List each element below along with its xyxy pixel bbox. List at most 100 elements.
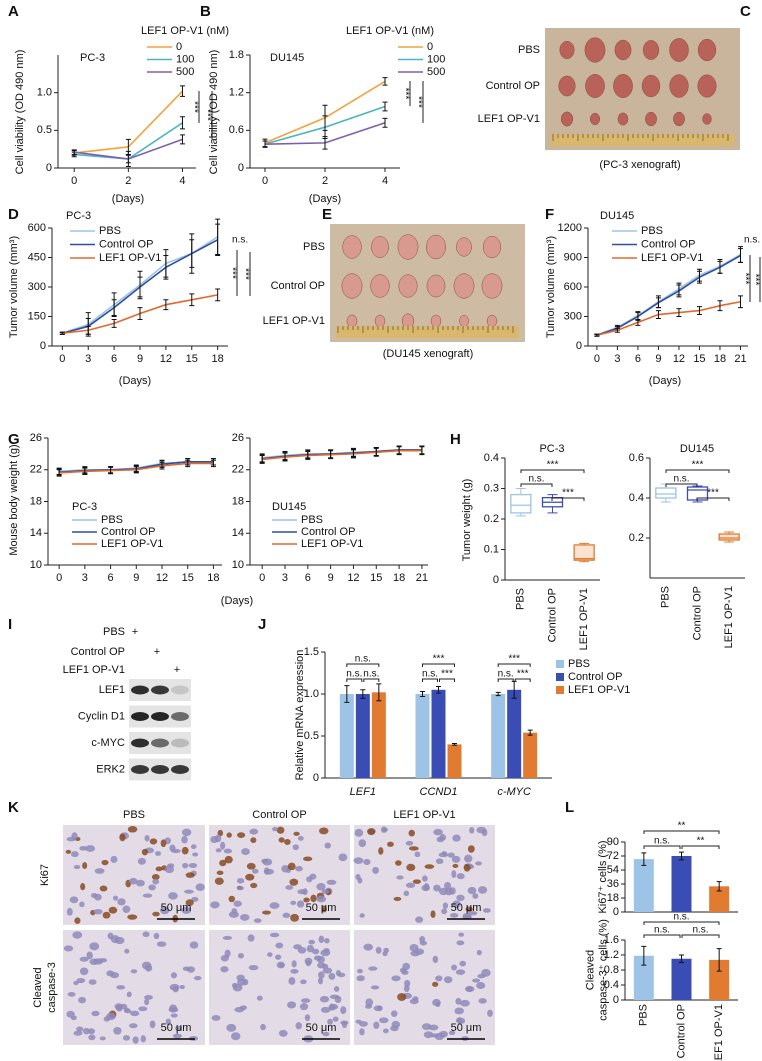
nucleus <box>220 966 229 973</box>
significance-bracket <box>681 845 720 849</box>
photo-caption: (PC-3 xenograft) <box>599 159 680 171</box>
tumor <box>426 234 446 260</box>
error-bar <box>133 466 139 474</box>
significance-bracket <box>551 497 585 501</box>
nucleus <box>297 836 304 841</box>
nucleus <box>172 985 179 993</box>
box <box>573 544 595 561</box>
nucleus <box>359 1021 368 1027</box>
nucleus <box>452 900 461 908</box>
nucleus <box>188 862 198 869</box>
chart-label: DU145 <box>272 501 306 513</box>
x-tick-label: PBS <box>638 1004 650 1026</box>
legend-label: LEF1 OP-V1 <box>568 684 630 696</box>
nucleus <box>363 858 371 866</box>
nucleus <box>363 943 373 951</box>
nucleus <box>189 941 199 949</box>
nucleus <box>250 837 257 844</box>
nucleus <box>65 849 72 854</box>
y-tick-label: 0.3 <box>484 482 499 494</box>
nucleus <box>260 1023 266 1031</box>
nucleus <box>217 829 224 837</box>
nucleus <box>403 890 410 897</box>
legend-label: Control OP <box>568 671 622 683</box>
nucleus <box>475 861 482 866</box>
chart-label: PC-3 <box>66 210 91 222</box>
panel-label: J <box>258 616 266 633</box>
legend-label: LEF1 OP-V1 <box>301 538 363 550</box>
panel-label: A <box>8 3 19 20</box>
box <box>510 493 532 514</box>
legend-label: PBS <box>99 225 121 237</box>
error-bar <box>696 270 702 284</box>
nucleus <box>293 831 300 836</box>
error-bar <box>436 685 441 694</box>
significance: *** <box>692 460 704 471</box>
row-label: Cleaved <box>32 967 44 1007</box>
tumor <box>669 38 689 62</box>
nucleus <box>79 967 89 976</box>
nucleus <box>216 870 224 875</box>
nucleus <box>365 1004 373 1009</box>
nucleus <box>359 1028 365 1036</box>
protein-label: LEF1 <box>99 684 125 696</box>
nucleus <box>224 855 233 864</box>
nucleus <box>276 826 285 834</box>
nucleus <box>310 894 317 903</box>
y-tick-label: 26 <box>232 432 244 444</box>
nucleus <box>179 984 185 990</box>
condition-marker: + <box>154 646 160 658</box>
tumor <box>614 39 632 61</box>
y-tick-label: 1.2 <box>604 949 619 961</box>
nucleus <box>252 868 259 874</box>
y-tick-label: 26 <box>30 432 42 444</box>
y-axis-label: caspase-3⁺ cells (%) <box>597 919 609 1021</box>
nucleus <box>219 859 227 867</box>
tumor <box>486 314 498 328</box>
row-label: LEF1 OP-V1 <box>263 315 325 327</box>
row-label: Control OP <box>486 80 540 92</box>
nucleus <box>262 858 273 866</box>
nucleus <box>108 906 118 914</box>
nucleus <box>278 837 285 843</box>
nucleus <box>408 846 419 851</box>
nucleus <box>459 960 467 967</box>
x-tick-label: 4 <box>179 175 185 187</box>
nucleus <box>130 969 138 974</box>
nucleus <box>341 1021 348 1029</box>
significance: n.s. <box>363 669 379 680</box>
row-label: Ki67 <box>39 864 51 886</box>
nucleus <box>317 977 324 985</box>
tumor <box>430 314 442 328</box>
nucleus <box>66 907 73 916</box>
tumor <box>371 236 389 258</box>
nucleus <box>232 983 243 992</box>
nucleus <box>74 917 81 924</box>
error-bar <box>419 446 425 456</box>
nucleus <box>226 1023 237 1032</box>
significance-bracket <box>681 934 720 938</box>
nucleus <box>324 842 331 849</box>
x-axis-label: (Days) <box>221 595 253 607</box>
column-title: Control OP <box>252 809 306 821</box>
nucleus <box>300 979 307 985</box>
error-bar <box>717 300 723 312</box>
y-axis-label: Cell viability (OD 490 nm) <box>14 50 26 175</box>
y-tick-label: 1.0 <box>37 87 52 99</box>
nucleus <box>452 834 461 842</box>
nucleus <box>318 935 325 944</box>
error-bar <box>344 685 350 703</box>
error-bar <box>382 77 388 86</box>
nucleus <box>464 854 473 863</box>
error-bar <box>85 325 91 335</box>
nucleus <box>149 1020 156 1029</box>
nucleus <box>421 884 430 892</box>
nucleus <box>340 1006 347 1015</box>
x-tick-label: 12 <box>160 353 172 365</box>
protein-label: Cyclin D1 <box>78 710 125 722</box>
nucleus <box>132 1036 139 1044</box>
nucleus <box>324 938 330 944</box>
significance-bracket <box>346 678 363 682</box>
nucleus <box>181 846 189 855</box>
y-tick-label: 22 <box>232 464 244 476</box>
